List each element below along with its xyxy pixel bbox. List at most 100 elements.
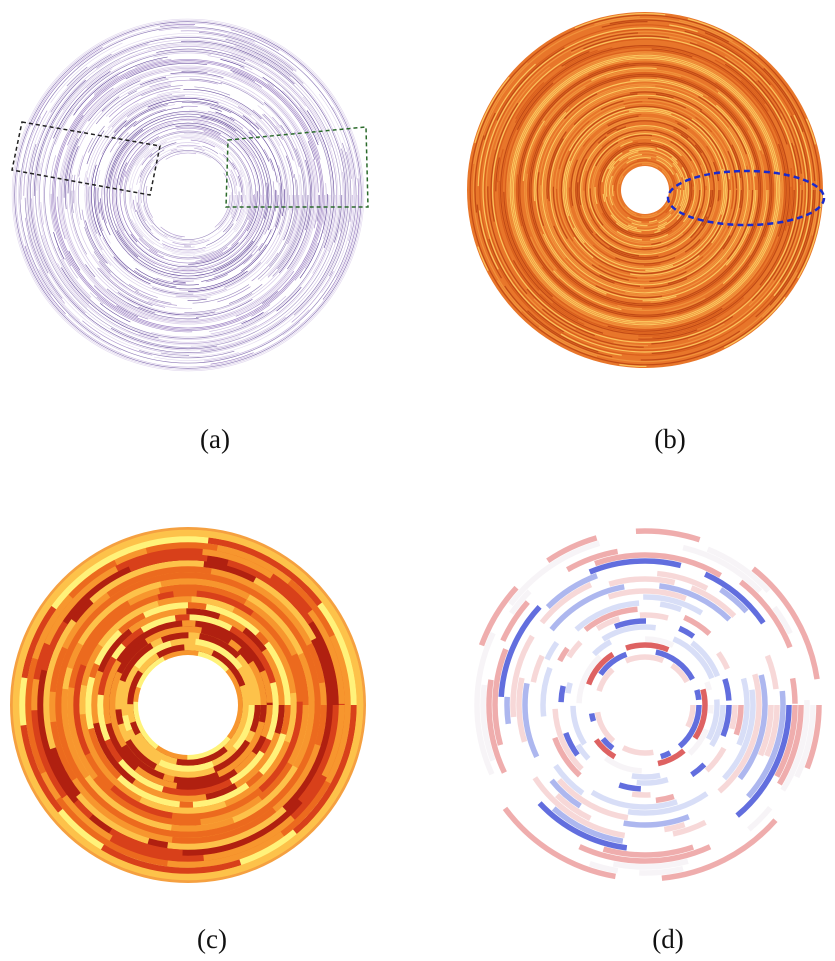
ring <box>543 88 747 292</box>
ring <box>595 141 694 240</box>
ring <box>589 134 701 246</box>
ring <box>480 540 810 870</box>
ring <box>506 51 784 329</box>
ring <box>512 57 778 323</box>
ring <box>28 35 348 355</box>
ring <box>111 118 265 272</box>
ring <box>531 76 758 304</box>
ring <box>540 600 750 810</box>
ring <box>61 68 315 322</box>
ring <box>504 564 786 846</box>
ring <box>110 117 266 273</box>
ring <box>76 83 300 307</box>
ring <box>546 91 744 289</box>
ring <box>106 113 270 277</box>
ring <box>544 89 746 291</box>
ring <box>564 624 726 786</box>
ring <box>131 138 245 252</box>
ring <box>23 30 353 360</box>
ring <box>102 619 274 791</box>
ring <box>594 139 696 241</box>
ring <box>58 65 318 325</box>
ring <box>104 111 272 279</box>
ring <box>83 90 293 300</box>
ring <box>41 48 335 342</box>
ring <box>93 100 283 290</box>
ring <box>611 157 678 224</box>
ring <box>72 589 304 821</box>
ring <box>32 39 344 351</box>
ring <box>26 33 350 357</box>
ring <box>14 21 362 369</box>
ring <box>476 21 814 359</box>
ring <box>80 87 296 303</box>
ring <box>24 541 352 869</box>
ring <box>42 559 334 851</box>
ring <box>145 152 231 238</box>
ring <box>122 129 254 261</box>
ring <box>48 55 328 335</box>
ring <box>84 601 292 809</box>
ring <box>605 150 685 230</box>
ring <box>504 49 786 331</box>
ring <box>570 115 720 265</box>
panel-label: (b) <box>654 424 685 454</box>
ring <box>486 546 804 864</box>
ring <box>30 547 346 863</box>
ring <box>135 142 241 248</box>
ring <box>100 107 276 283</box>
ring <box>474 19 816 361</box>
ring <box>37 44 339 346</box>
ring <box>24 31 352 359</box>
ring <box>551 96 739 284</box>
ring <box>89 96 287 294</box>
ring <box>578 123 712 257</box>
ring <box>123 130 253 260</box>
panel-label: (d) <box>652 924 683 954</box>
ring <box>134 141 243 250</box>
ring <box>484 29 806 351</box>
ring <box>40 47 336 343</box>
ring <box>97 104 279 286</box>
ring <box>74 81 302 309</box>
ring <box>591 136 699 244</box>
ring <box>44 51 332 339</box>
ring <box>67 74 309 316</box>
ring <box>57 64 319 326</box>
ring <box>567 112 723 268</box>
ring <box>563 108 726 272</box>
ring <box>576 121 714 259</box>
ring <box>141 148 235 242</box>
ring <box>515 61 774 319</box>
ring <box>117 124 259 266</box>
ring <box>555 100 734 280</box>
ring <box>54 61 322 329</box>
ring <box>114 631 262 779</box>
ring <box>534 594 756 816</box>
ring <box>82 89 294 301</box>
ring <box>79 86 297 304</box>
ring <box>602 147 688 233</box>
ring <box>496 41 794 339</box>
ring <box>582 642 708 768</box>
ring <box>581 126 709 254</box>
ring <box>525 70 765 310</box>
ring <box>586 131 704 249</box>
ring <box>66 73 310 317</box>
ring <box>91 98 285 292</box>
ring <box>488 33 802 347</box>
ring <box>528 73 762 307</box>
ring <box>27 34 349 356</box>
ring <box>558 618 732 792</box>
ring <box>583 128 707 252</box>
ring <box>600 145 690 235</box>
ring <box>549 94 741 286</box>
ring <box>492 37 798 343</box>
dashed-ellipse <box>666 169 826 227</box>
ring <box>562 107 728 273</box>
ring <box>554 99 736 281</box>
ring <box>108 115 268 275</box>
ring <box>54 571 322 839</box>
ring <box>75 82 301 308</box>
